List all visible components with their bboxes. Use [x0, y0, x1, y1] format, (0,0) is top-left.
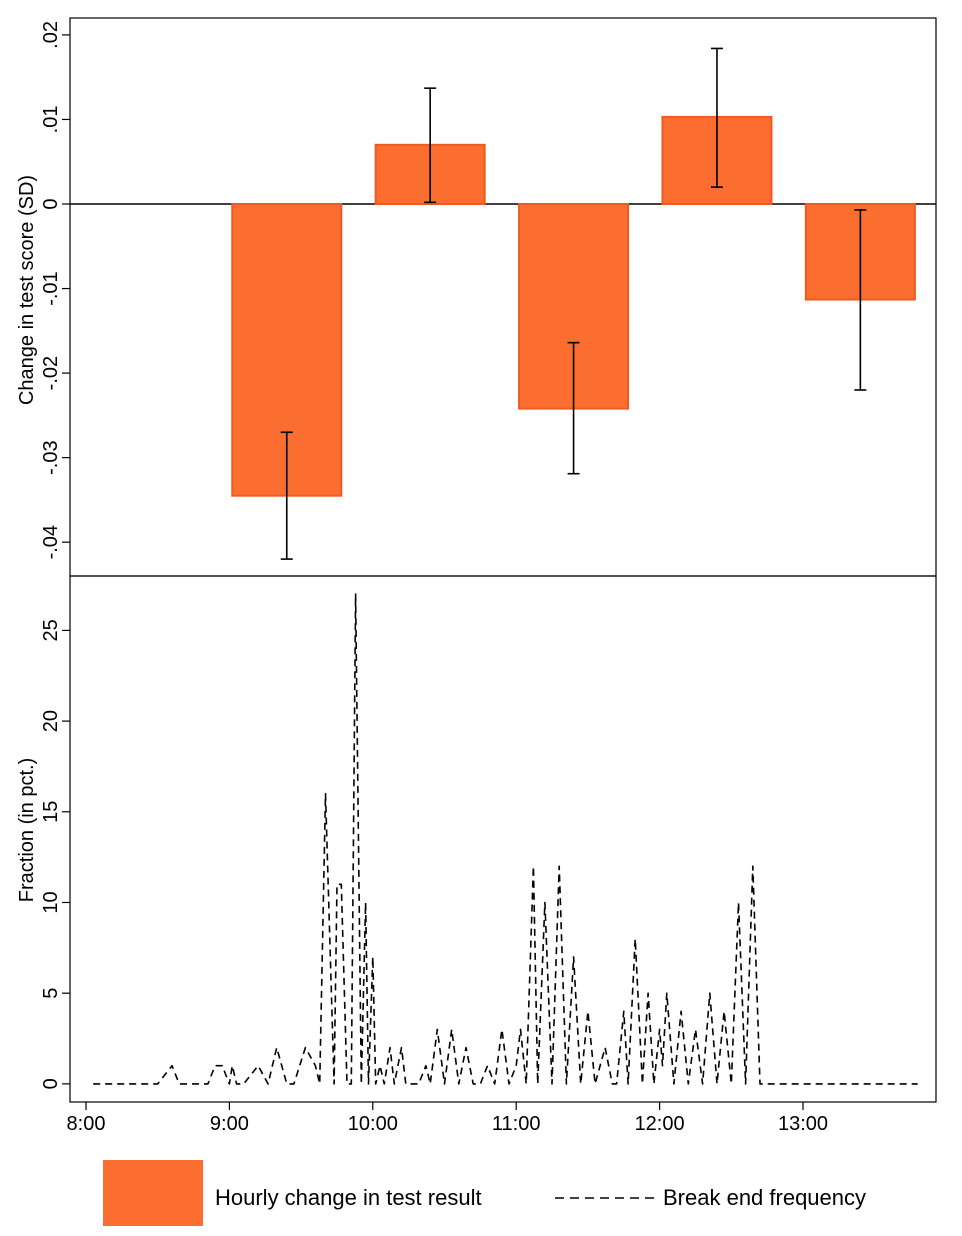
- top-y-tick-label: -.01: [40, 271, 62, 305]
- legend: Hourly change in test result Break end f…: [103, 1160, 866, 1226]
- legend-bar-label: Hourly change in test result: [215, 1185, 482, 1210]
- bottom-y-axis-label: Fraction (in pct.): [16, 758, 38, 902]
- x-tick-label: 11:00: [492, 1113, 541, 1135]
- x-tick-label: 9:00: [210, 1113, 249, 1135]
- bottom-panel: 0 5 10 15 20 25 8:00 9:00 10:00 11:00 12:00 13:00: [40, 593, 918, 1135]
- bottom-y-tick-label: 20: [40, 710, 62, 732]
- top-y-tick-label: -.04: [40, 525, 62, 559]
- legend-bar-swatch: [103, 1160, 203, 1226]
- top-y-tick-label: 0: [40, 198, 62, 209]
- bottom-y-tick-label: 10: [40, 891, 62, 913]
- top-y-axis-label: Change in test score (SD): [16, 175, 38, 405]
- bottom-y-tick-label: 25: [40, 619, 62, 641]
- bottom-panel-frame: [69, 575, 937, 1103]
- top-y-tick-label: -.03: [40, 440, 62, 474]
- top-panel: .02 .01 0 -.01 -.02 -.03 -.04: [40, 21, 936, 560]
- bottom-y-tick-label: 0: [40, 1078, 62, 1089]
- legend-line-label: Break end frequency: [663, 1185, 866, 1210]
- bottom-y-tick-label: 5: [40, 988, 62, 999]
- x-tick-label: 8:00: [67, 1113, 106, 1135]
- top-y-tick-label: -.02: [40, 356, 62, 390]
- bottom-y-tick-label: 15: [40, 801, 62, 823]
- break-end-frequency-line: [93, 593, 918, 1085]
- x-tick-label: 12:00: [635, 1113, 685, 1135]
- x-tick-label: 13:00: [778, 1113, 828, 1135]
- x-tick-label: 10:00: [348, 1113, 398, 1135]
- top-y-tick-label: .02: [40, 21, 62, 49]
- top-y-tick-label: .01: [40, 106, 62, 134]
